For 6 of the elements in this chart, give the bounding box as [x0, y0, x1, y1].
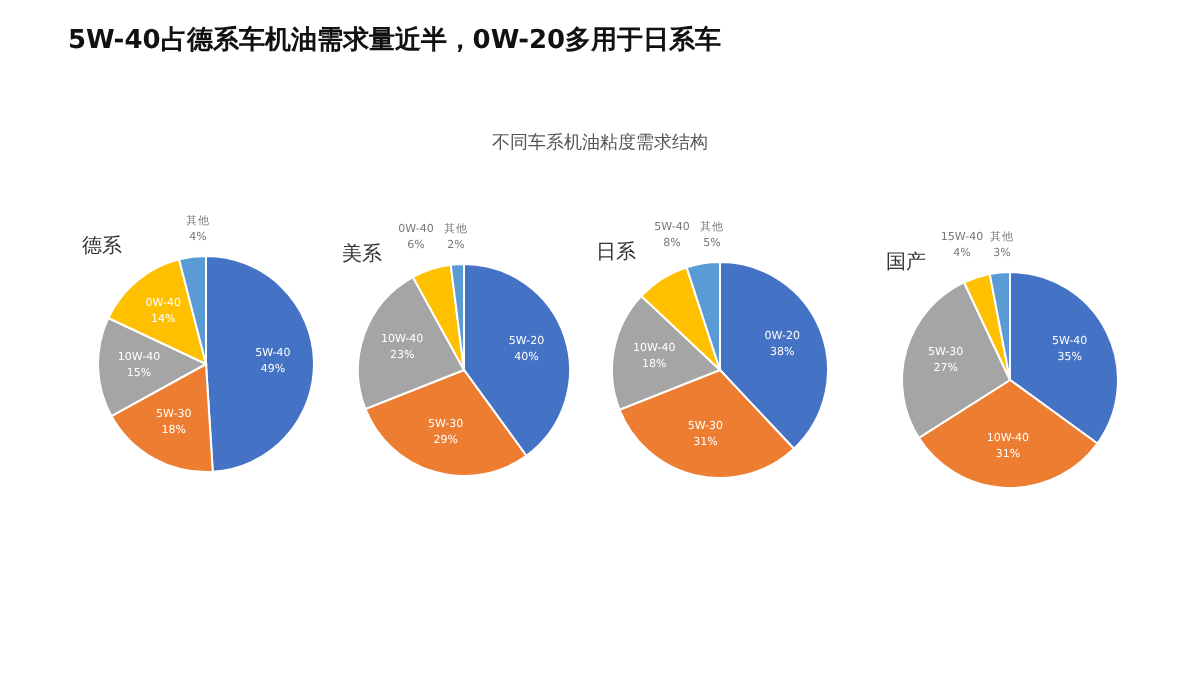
text: 不同车系机油粘度需求结构	[492, 132, 708, 154]
text: 国产	[886, 250, 926, 274]
text: 美系	[342, 242, 382, 266]
text: 5W-40占德系车机油需求量近半，0W-20多用于日系车	[68, 24, 722, 56]
text: 德系	[82, 234, 122, 258]
text: 日系	[596, 240, 636, 264]
